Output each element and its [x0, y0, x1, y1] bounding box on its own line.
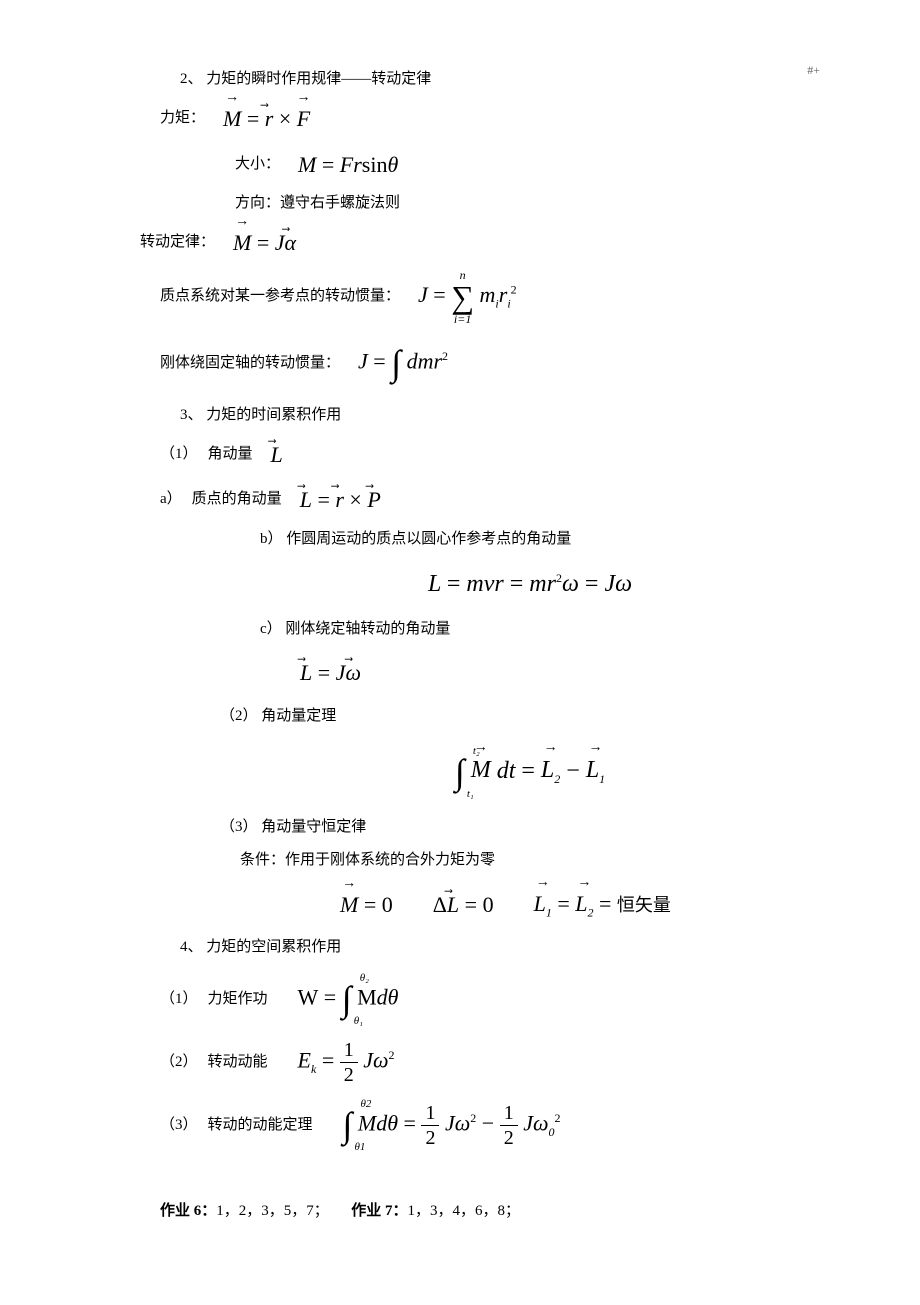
- p1-symbol: L: [271, 435, 283, 475]
- angular-momentum-label-row: （1） 角动量 L: [160, 435, 800, 475]
- work-label: 力矩作功: [208, 986, 268, 1013]
- circular-motion-formula: L = mvr = mr2ω = Jω: [260, 563, 800, 606]
- ke-num: （2）: [160, 1049, 198, 1076]
- point-inertia-formula: J = n ∑ i=1 miri2: [418, 269, 517, 325]
- a-label: 质点的角动量: [192, 486, 282, 513]
- rotation-law-label: 转动定律：: [140, 229, 215, 256]
- conservation-label: （3） 角动量守恒定律: [220, 814, 800, 841]
- b-label: 作圆周运动的质点以圆心作参考点的角动量: [286, 531, 571, 547]
- kinetic-energy-row: （2） 转动动能 Ek = 12 Jω2: [160, 1038, 800, 1087]
- conservation-f3: L1 = L2 = 恒矢量: [534, 884, 671, 924]
- rigid-inertia-formula: J = ∫ dmr2: [358, 331, 448, 396]
- section-4-heading: 4、 力矩的空间累积作用: [180, 934, 800, 961]
- torque-def-row: 力矩： M = r × F: [160, 99, 800, 139]
- section-3-heading: 3、 力矩的时间累积作用: [180, 402, 800, 429]
- int-upper-theta2b: θ2: [361, 1095, 372, 1115]
- work-energy-theorem-row: （3） 转动的动能定理 ∫ θ2 θ1 Mdθ = 12 Jω2 − 12 Jω…: [160, 1093, 800, 1158]
- p1-label: 角动量: [208, 441, 253, 468]
- a-num: a）: [160, 486, 182, 513]
- torque-label: 力矩：: [160, 105, 205, 132]
- magnitude-formula: M = Frsinθ: [298, 145, 398, 185]
- conservation-f2: ΔL = 0: [433, 885, 494, 925]
- section-2-num: 2、: [180, 71, 203, 87]
- work-row: （1） 力矩作功 W = ∫ θ₂ θ₁ Mdθ: [160, 967, 800, 1032]
- p3-cond-label: 条件：作用于刚体系统的合外力矩为零: [240, 852, 495, 868]
- p1-num: （1）: [160, 441, 198, 468]
- p2-num: （2）: [220, 708, 258, 724]
- rigid-angular-label: c） 刚体绕定轴转动的角动量: [260, 616, 800, 643]
- wet-formula: ∫ θ2 θ1 Mdθ = 12 Jω2 − 12 Jω02: [343, 1093, 561, 1158]
- circular-motion-label: b） 作圆周运动的质点以圆心作参考点的角动量: [260, 526, 800, 553]
- int-lower-theta1b: θ1: [355, 1138, 366, 1158]
- c-label: 刚体绕定轴转动的角动量: [285, 621, 450, 637]
- rigid-angular-formula: L = Jω: [300, 653, 800, 693]
- section-4-num: 4、: [180, 939, 203, 955]
- magnitude-label: 大小：: [235, 151, 280, 178]
- p3-num: （3）: [220, 819, 258, 835]
- section-2-title: 力矩的瞬时作用规律——转动定律: [206, 71, 431, 87]
- point-inertia-label: 质点系统对某一参考点的转动惯量：: [160, 283, 400, 310]
- int-upper-theta2: θ₂: [360, 969, 369, 989]
- c-num: c）: [260, 621, 282, 637]
- a-formula: L = r × P: [300, 480, 381, 520]
- conservation-f1: M = 0: [340, 885, 393, 925]
- ke-label: 转动动能: [208, 1049, 268, 1076]
- point-angular-momentum-row: a） 质点的角动量 L = r × P: [160, 480, 800, 520]
- conservation-condition: 条件：作用于刚体系统的合外力矩为零: [240, 847, 800, 874]
- hw6-label: 作业 6：: [160, 1203, 216, 1219]
- section-3-num: 3、: [180, 407, 203, 423]
- work-formula: W = ∫ θ₂ θ₁ Mdθ: [298, 967, 399, 1032]
- section-2-heading: 2、 力矩的瞬时作用规律——转动定律: [180, 66, 800, 93]
- work-num: （1）: [160, 986, 198, 1013]
- wet-label: 转动的动能定理: [208, 1112, 313, 1139]
- hw7-items: 1，3，4，6，8；: [408, 1203, 521, 1219]
- p2-label: 角动量定理: [261, 708, 336, 724]
- section-4-title: 力矩的空间累积作用: [206, 939, 341, 955]
- direction-row: 方向：遵守右手螺旋法则: [235, 190, 800, 217]
- conservation-formulas: M = 0 ΔL = 0 L1 = L2 = 恒矢量: [340, 884, 800, 924]
- rigid-inertia-label: 刚体绕固定轴的转动惯量：: [160, 350, 340, 377]
- section-3-title: 力矩的时间累积作用: [206, 407, 341, 423]
- rigid-inertia-row: 刚体绕固定轴的转动惯量： J = ∫ dmr2: [160, 331, 800, 396]
- int-lower-theta1: θ₁: [354, 1012, 363, 1032]
- rotation-law-row: 转动定律： M = Jα: [140, 223, 800, 263]
- b-num: b）: [260, 531, 283, 547]
- hw6-items: 1，2，3，5，7；: [216, 1203, 329, 1219]
- rotation-law-formula: M = Jα: [233, 223, 296, 263]
- angular-momentum-theorem-label: （2） 角动量定理: [220, 703, 800, 730]
- wet-num: （3）: [160, 1112, 198, 1139]
- direction-label: 方向：遵守右手螺旋法则: [235, 195, 400, 211]
- magnitude-row: 大小： M = Frsinθ: [235, 145, 800, 185]
- point-inertia-row: 质点系统对某一参考点的转动惯量： J = n ∑ i=1 miri2: [160, 269, 800, 325]
- p3-label: 角动量守恒定律: [261, 819, 366, 835]
- page-header-mark: #+: [807, 60, 820, 82]
- torque-formula: M = r × F: [223, 99, 310, 139]
- angular-momentum-theorem-formula: ∫ t₂ t₁ M dt = L2 − L1: [260, 740, 800, 805]
- ke-formula: Ek = 12 Jω2: [298, 1038, 395, 1087]
- hw7-label: 作业 7：: [351, 1203, 407, 1219]
- homework-row: 作业 6：1，2，3，5，7； 作业 7：1，3，4，6，8；: [160, 1198, 800, 1225]
